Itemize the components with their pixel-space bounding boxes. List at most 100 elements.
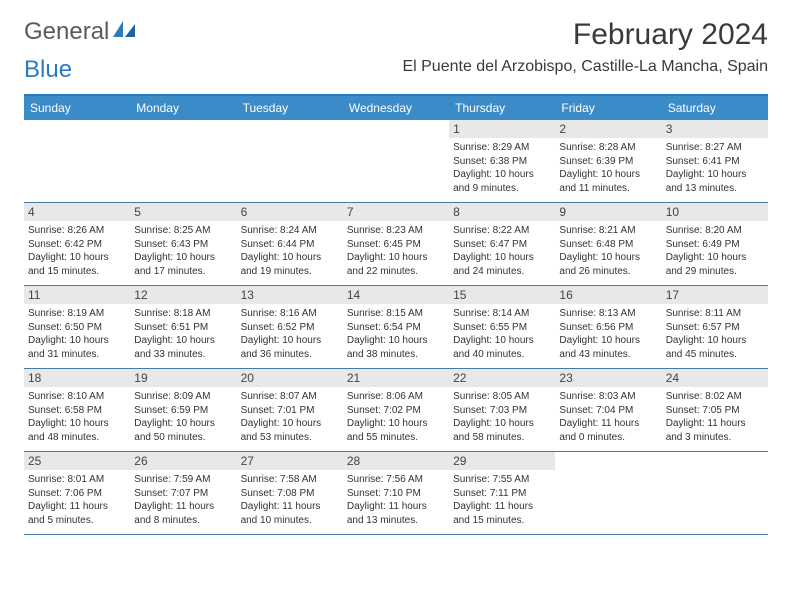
daylight-text: Daylight: 10 hours and 24 minutes.	[453, 251, 551, 278]
weekday-label: Monday	[130, 96, 236, 120]
day-cell: 23Sunrise: 8:03 AMSunset: 7:04 PMDayligh…	[555, 369, 661, 451]
calendar-page: General February 2024 El Puente del Arzo…	[0, 0, 792, 545]
daylight-text: Daylight: 10 hours and 45 minutes.	[666, 334, 764, 361]
day-details: Sunrise: 8:25 AMSunset: 6:43 PMDaylight:…	[134, 224, 232, 278]
day-cell: 16Sunrise: 8:13 AMSunset: 6:56 PMDayligh…	[555, 286, 661, 368]
daylight-text: Daylight: 11 hours and 0 minutes.	[559, 417, 657, 444]
day-cell: 20Sunrise: 8:07 AMSunset: 7:01 PMDayligh…	[237, 369, 343, 451]
sunrise-text: Sunrise: 8:19 AM	[28, 307, 126, 321]
week-row: 4Sunrise: 8:26 AMSunset: 6:42 PMDaylight…	[24, 203, 768, 286]
sunset-text: Sunset: 7:07 PM	[134, 487, 232, 501]
day-number: 28	[343, 452, 449, 470]
sunrise-text: Sunrise: 8:18 AM	[134, 307, 232, 321]
day-cell: 19 Sunrise: 8:09 AMSunset: 6:59 PMDayligh…	[130, 369, 236, 451]
day-number: 6	[237, 203, 343, 221]
daylight-text: Daylight: 10 hours and 26 minutes.	[559, 251, 657, 278]
logo-sail-icon	[111, 18, 137, 46]
day-cell: 25Sunrise: 8:01 AMSunset: 7:06 PMDayligh…	[24, 452, 130, 534]
day-details: Sunrise: 8:03 AMSunset: 7:04 PMDaylight:…	[559, 390, 657, 444]
day-details: Sunrise: 8:29 AMSunset: 6:38 PMDaylight:…	[453, 141, 551, 195]
day-number: 27	[237, 452, 343, 470]
sunset-text: Sunset: 6:42 PM	[28, 238, 126, 252]
daylight-text: Daylight: 11 hours and 5 minutes.	[28, 500, 126, 527]
day-details: Sunrise: 8:05 AMSunset: 7:03 PMDaylight:…	[453, 390, 551, 444]
sunrise-text: Sunrise: 8:13 AM	[559, 307, 657, 321]
daylight-text: Daylight: 10 hours and 55 minutes.	[347, 417, 445, 444]
sunset-text: Sunset: 7:06 PM	[28, 487, 126, 501]
daylight-text: Daylight: 11 hours and 8 minutes.	[134, 500, 232, 527]
sunrise-text: Sunrise: 8:09 AM	[134, 390, 232, 404]
sunrise-text: Sunrise: 8:06 AM	[347, 390, 445, 404]
daylight-text: Daylight: 11 hours and 10 minutes.	[241, 500, 339, 527]
day-number: 19	[130, 369, 236, 387]
sunset-text: Sunset: 6:45 PM	[347, 238, 445, 252]
sunrise-text: Sunrise: 8:16 AM	[241, 307, 339, 321]
sunrise-text: Sunrise: 7:58 AM	[241, 473, 339, 487]
daylight-text: Daylight: 10 hours and 33 minutes.	[134, 334, 232, 361]
empty-cell	[662, 452, 768, 534]
daylight-text: Daylight: 10 hours and 15 minutes.	[28, 251, 126, 278]
daylight-text: Daylight: 10 hours and 40 minutes.	[453, 334, 551, 361]
sunrise-text: Sunrise: 8:23 AM	[347, 224, 445, 238]
sunset-text: Sunset: 7:10 PM	[347, 487, 445, 501]
day-details: Sunrise: 8:16 AMSunset: 6:52 PMDaylight:…	[241, 307, 339, 361]
day-details: Sunrise: 8:28 AMSunset: 6:39 PMDaylight:…	[559, 141, 657, 195]
day-details: Sunrise: 7:55 AMSunset: 7:11 PMDaylight:…	[453, 473, 551, 527]
sunset-text: Sunset: 7:03 PM	[453, 404, 551, 418]
day-number: 21	[343, 369, 449, 387]
sunrise-text: Sunrise: 8:24 AM	[241, 224, 339, 238]
day-number: 15	[449, 286, 555, 304]
day-number: 25	[24, 452, 130, 470]
daylight-text: Daylight: 10 hours and 50 minutes.	[134, 417, 232, 444]
day-number: 11	[24, 286, 130, 304]
daylight-text: Daylight: 10 hours and 48 minutes.	[28, 417, 126, 444]
weekday-header: SundayMondayTuesdayWednesdayThursdayFrid…	[24, 96, 768, 120]
sunrise-text: Sunrise: 8:28 AM	[559, 141, 657, 155]
day-cell: 1Sunrise: 8:29 AMSunset: 6:38 PMDaylight…	[449, 120, 555, 202]
sunrise-text: Sunrise: 8:26 AM	[28, 224, 126, 238]
day-cell: 17Sunrise: 8:11 AMSunset: 6:57 PMDayligh…	[662, 286, 768, 368]
calendar: SundayMondayTuesdayWednesdayThursdayFrid…	[24, 94, 768, 535]
day-cell: 27 Sunrise: 7:58 AMSunset: 7:08 PMDayligh…	[237, 452, 343, 534]
sunset-text: Sunset: 6:50 PM	[28, 321, 126, 335]
weekday-label: Wednesday	[343, 96, 449, 120]
day-cell: 9Sunrise: 8:21 AMSunset: 6:48 PMDaylight…	[555, 203, 661, 285]
day-details: Sunrise: 8:06 AMSunset: 7:02 PMDaylight:…	[347, 390, 445, 444]
daylight-text: Daylight: 10 hours and 17 minutes.	[134, 251, 232, 278]
week-row: 11Sunrise: 8:19 AMSunset: 6:50 PMDayligh…	[24, 286, 768, 369]
sunset-text: Sunset: 6:44 PM	[241, 238, 339, 252]
day-cell: 28Sunrise: 7:56 AMSunset: 7:10 PMDayligh…	[343, 452, 449, 534]
day-details: Sunrise: 8:14 AMSunset: 6:55 PMDaylight:…	[453, 307, 551, 361]
day-cell: 5 Sunrise: 8:25 AMSunset: 6:43 PMDaylight…	[130, 203, 236, 285]
day-cell: 15 Sunrise: 8:14 AMSunset: 6:55 PMDayligh…	[449, 286, 555, 368]
sunset-text: Sunset: 6:59 PM	[134, 404, 232, 418]
day-cell: 21 Sunrise: 8:06 AMSunset: 7:02 PMDayligh…	[343, 369, 449, 451]
day-details: Sunrise: 8:23 AMSunset: 6:45 PMDaylight:…	[347, 224, 445, 278]
day-details: Sunrise: 8:18 AMSunset: 6:51 PMDaylight:…	[134, 307, 232, 361]
sunrise-text: Sunrise: 7:55 AM	[453, 473, 551, 487]
day-number: 5	[130, 203, 236, 221]
daylight-text: Daylight: 10 hours and 58 minutes.	[453, 417, 551, 444]
daylight-text: Daylight: 11 hours and 3 minutes.	[666, 417, 764, 444]
day-number: 14	[343, 286, 449, 304]
empty-cell	[555, 452, 661, 534]
daylight-text: Daylight: 10 hours and 9 minutes.	[453, 168, 551, 195]
day-details: Sunrise: 8:09 AMSunset: 6:59 PMDaylight:…	[134, 390, 232, 444]
day-number: 3	[662, 120, 768, 138]
day-cell: 3Sunrise: 8:27 AMSunset: 6:41 PMDaylight…	[662, 120, 768, 202]
sunrise-text: Sunrise: 8:05 AM	[453, 390, 551, 404]
daylight-text: Daylight: 10 hours and 43 minutes.	[559, 334, 657, 361]
sunset-text: Sunset: 6:58 PM	[28, 404, 126, 418]
day-details: Sunrise: 8:24 AMSunset: 6:44 PMDaylight:…	[241, 224, 339, 278]
day-details: Sunrise: 7:58 AMSunset: 7:08 PMDaylight:…	[241, 473, 339, 527]
sunset-text: Sunset: 7:04 PM	[559, 404, 657, 418]
day-cell: 4Sunrise: 8:26 AMSunset: 6:42 PMDaylight…	[24, 203, 130, 285]
day-cell: 12Sunrise: 8:18 AMSunset: 6:51 PMDayligh…	[130, 286, 236, 368]
sunrise-text: Sunrise: 8:07 AM	[241, 390, 339, 404]
sunrise-text: Sunrise: 8:22 AM	[453, 224, 551, 238]
sunrise-text: Sunrise: 8:10 AM	[28, 390, 126, 404]
sunrise-text: Sunrise: 8:20 AM	[666, 224, 764, 238]
day-cell: 18Sunrise: 8:10 AMSunset: 6:58 PMDayligh…	[24, 369, 130, 451]
sunset-text: Sunset: 6:47 PM	[453, 238, 551, 252]
day-details: Sunrise: 8:19 AMSunset: 6:50 PMDaylight:…	[28, 307, 126, 361]
